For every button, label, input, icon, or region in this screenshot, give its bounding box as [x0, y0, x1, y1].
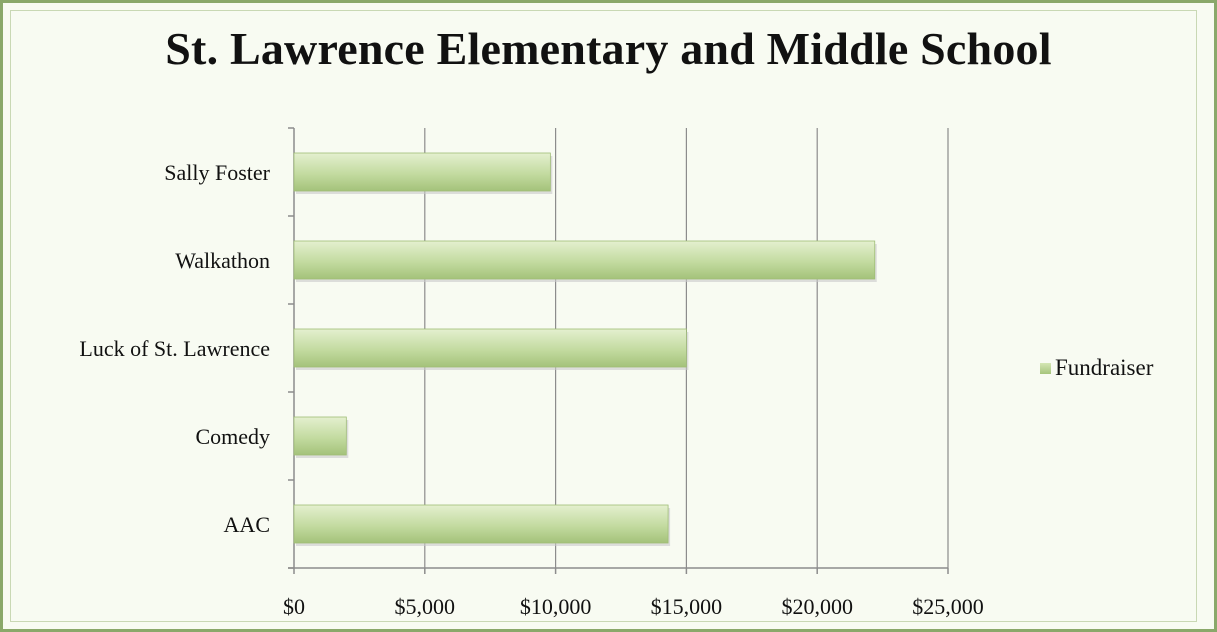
- bar-aac: [293, 504, 669, 544]
- x-tick-label: $5,000: [395, 594, 456, 619]
- x-tick-label: $10,000: [520, 594, 592, 619]
- category-label: Luck of St. Lawrence: [79, 336, 270, 361]
- x-tick-label: $20,000: [781, 594, 853, 619]
- category-label: Walkathon: [175, 248, 270, 273]
- x-tick-label: $25,000: [912, 594, 984, 619]
- legend-label: Fundraiser: [1055, 355, 1154, 380]
- category-label: Sally Foster: [164, 160, 270, 185]
- bar-walkathon: [293, 240, 876, 280]
- bar-luck-of-st-lawrence: [293, 328, 687, 368]
- category-label: Comedy: [195, 424, 270, 449]
- legend: Fundraiser: [1040, 355, 1153, 381]
- bars: [293, 152, 877, 546]
- category-labels: Sally Foster Walkathon Luck of St. Lawrenc…: [79, 160, 270, 537]
- x-tick-label: $0: [283, 594, 305, 619]
- chart-title: St. Lawrence Elementary and Middle Schoo…: [165, 23, 1052, 74]
- chart-area-border: [10, 10, 1197, 622]
- category-label: AAC: [224, 512, 270, 537]
- legend-swatch: [1040, 362, 1051, 374]
- x-tick-label: $15,000: [651, 594, 723, 619]
- x-tick-labels: $0 $5,000 $10,000 $15,000 $20,000 $25,000: [283, 594, 984, 619]
- bar-comedy: [293, 416, 347, 456]
- bar-sally-foster: [293, 152, 551, 192]
